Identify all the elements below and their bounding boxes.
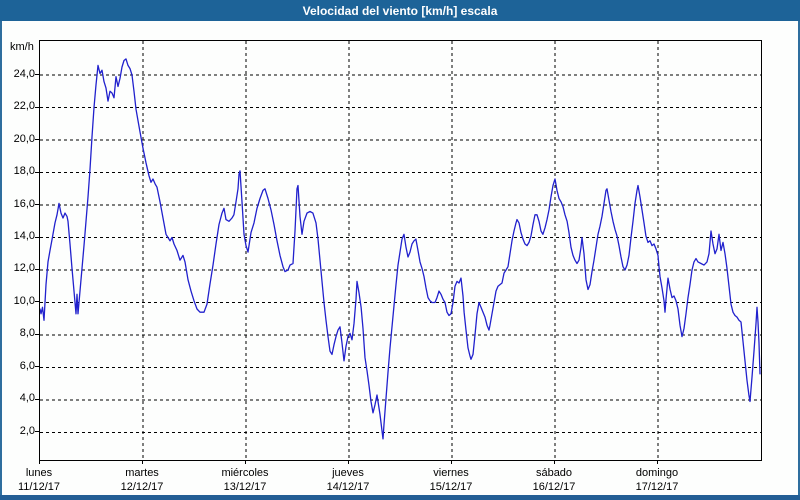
y-tick-label: 22,0	[13, 100, 35, 112]
x-day-label: martes	[125, 467, 159, 479]
y-tick-mark	[35, 269, 39, 270]
window-frame-right	[798, 21, 800, 500]
y-tick-mark	[35, 399, 39, 400]
y-tick-mark	[35, 366, 39, 367]
y-tick-label: 10,0	[13, 295, 35, 307]
y-tick-label: 18,0	[13, 165, 35, 177]
y-tick-label: 20,0	[13, 133, 35, 145]
x-day-label: lunes	[25, 467, 53, 479]
y-tick-label: 16,0	[13, 198, 35, 210]
x-date-label: 13/12/17	[223, 481, 267, 493]
x-tick-mark	[554, 460, 555, 464]
wind-speed-series	[40, 58, 761, 440]
y-tick-label: 14,0	[13, 230, 35, 242]
x-date-label: 14/12/17	[326, 481, 370, 493]
window-frame-bottom	[0, 495, 800, 500]
x-day-label: sábado	[535, 467, 573, 479]
x-tick-mark	[657, 460, 658, 464]
y-tick-label: 4,0	[19, 392, 35, 404]
x-tick-mark	[245, 460, 246, 464]
plot-area[interactable]	[39, 40, 762, 461]
y-tick-mark	[35, 204, 39, 205]
wind-speed-line-chart	[40, 41, 761, 460]
x-tick-mark	[451, 460, 452, 464]
window-frame-left	[0, 21, 2, 500]
x-date-label: 16/12/17	[532, 481, 576, 493]
y-tick-mark	[35, 431, 39, 432]
y-tick-mark	[35, 74, 39, 75]
y-tick-mark	[35, 172, 39, 173]
window-titlebar[interactable]: Velocidad del viento [km/h] escala	[0, 0, 800, 21]
x-date-label: 12/12/17	[120, 481, 164, 493]
y-tick-mark	[35, 334, 39, 335]
y-tick-label: 24,0	[13, 68, 35, 80]
y-tick-label: 12,0	[13, 262, 35, 274]
x-tick-mark	[142, 460, 143, 464]
window-title: Velocidad del viento [km/h] escala	[302, 3, 498, 18]
x-day-label: domingo	[635, 467, 679, 479]
x-day-label: jueves	[332, 467, 364, 479]
x-tick-mark	[39, 460, 40, 464]
x-date-label: 15/12/17	[429, 481, 473, 493]
x-date-label: 11/12/17	[17, 481, 60, 493]
x-day-label: miércoles	[221, 467, 269, 479]
y-tick-label: 6,0	[19, 360, 35, 372]
y-tick-label: 8,0	[19, 327, 35, 339]
y-tick-mark	[35, 237, 39, 238]
x-day-label: viernes	[433, 467, 469, 479]
y-tick-mark	[35, 139, 39, 140]
y-tick-mark	[35, 301, 39, 302]
y-axis-unit-label: km/h	[10, 41, 34, 53]
y-tick-label: 2,0	[19, 425, 35, 437]
x-date-label: 17/12/17	[635, 481, 679, 493]
x-tick-mark	[348, 460, 349, 464]
y-tick-mark	[35, 107, 39, 108]
